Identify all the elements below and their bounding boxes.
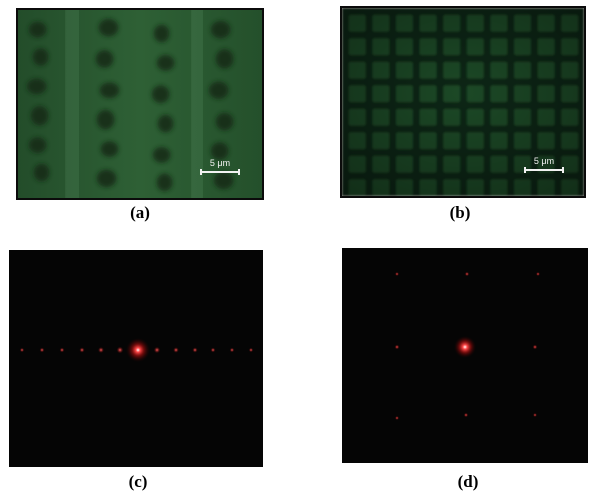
- diffraction-panel-d: [342, 248, 588, 463]
- micrograph-a-image: [18, 10, 262, 198]
- micrograph-b-image: [342, 8, 584, 196]
- scale-bar-a: 5 μm: [200, 158, 240, 175]
- scale-bar-b-label: 5 μm: [533, 156, 555, 166]
- scale-bar-b: 5 μm: [524, 156, 564, 173]
- caption-c: (c): [128, 472, 148, 491]
- micrograph-panel-b: 5 μm: [340, 6, 586, 198]
- diffraction-panel-c: [9, 250, 263, 467]
- diffraction-c-image: [19, 338, 254, 362]
- scale-bar-a-label: 5 μm: [209, 158, 231, 168]
- caption-a: (a): [130, 203, 150, 222]
- caption-d: (d): [457, 472, 479, 491]
- diffraction-d-image: [394, 271, 540, 420]
- caption-b: (b): [449, 203, 471, 222]
- micrograph-panel-a: 5 μm: [16, 8, 264, 200]
